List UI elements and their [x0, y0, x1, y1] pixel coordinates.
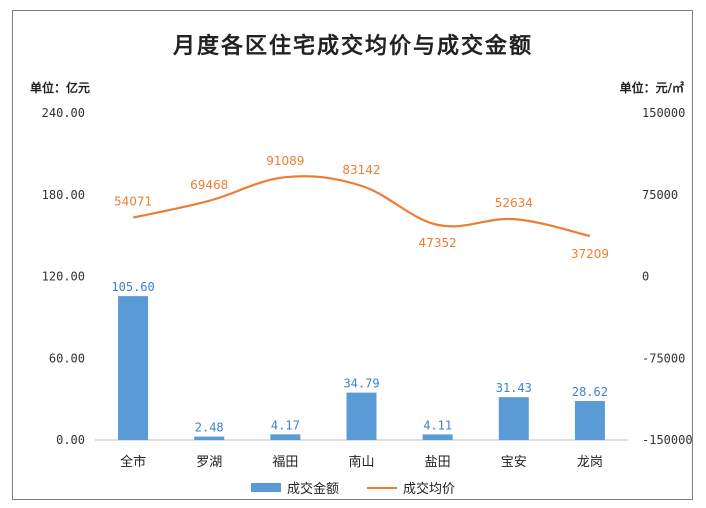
y-right-tick-label: -75000 [642, 351, 685, 365]
bar-value-label: 105.60 [111, 280, 154, 294]
bar-value-label: 31.43 [496, 381, 532, 395]
left-axis-unit: 单位：亿元 [30, 81, 91, 95]
x-category-label: 罗湖 [196, 455, 222, 470]
legend: 成交金额 成交均价 [0, 478, 706, 497]
legend-label-amount: 成交金额 [286, 482, 339, 497]
bar-amount [422, 434, 453, 440]
bar-value-label: 4.17 [271, 418, 300, 432]
bar-amount [346, 392, 377, 440]
legend-line-swatch [367, 486, 397, 489]
y-right-tick-label: 75000 [642, 188, 678, 202]
bar-value-label: 2.48 [195, 421, 224, 435]
x-category-label: 福田 [272, 455, 298, 470]
line-value-label: 37209 [571, 247, 609, 261]
bar-amount [118, 296, 149, 440]
bar-amount [194, 436, 225, 440]
y-left-tick-label: 240.00 [42, 106, 85, 120]
x-category-label: 盐田 [425, 455, 451, 470]
legend-label-price: 成交均价 [403, 482, 456, 497]
legend-item-price: 成交均价 [367, 478, 455, 497]
y-right-tick-label: 150000 [642, 106, 685, 120]
y-left-tick-label: 60.00 [49, 351, 85, 365]
y-right-tick-label: -150000 [642, 433, 693, 447]
line-value-label: 91089 [266, 154, 304, 168]
x-category-label: 全市 [120, 454, 146, 470]
bar-amount [270, 434, 301, 440]
bar-value-label: 28.62 [572, 385, 608, 399]
x-category-label: 南山 [348, 454, 374, 470]
bar-value-label: 34.79 [343, 377, 379, 391]
bar-value-label: 4.11 [423, 418, 452, 432]
bar-amount [574, 401, 605, 440]
y-right-tick-label: 0 [642, 270, 649, 284]
line-value-label: 69468 [190, 178, 228, 192]
y-left-tick-label: 180.00 [42, 188, 85, 202]
bar-amount [498, 397, 529, 440]
legend-bar-swatch [250, 483, 281, 492]
line-value-label: 54071 [114, 195, 152, 209]
series-line-price [132, 175, 591, 238]
line-value-label: 47352 [419, 236, 457, 250]
y-left-tick-label: 120.00 [42, 270, 85, 284]
legend-item-amount: 成交金额 [250, 478, 339, 497]
x-category-label: 龙岗 [577, 455, 603, 470]
line-value-label: 52634 [495, 196, 533, 210]
line-value-label: 83142 [342, 163, 380, 177]
chart-title: 月度各区住宅成交均价与成交金额 [172, 33, 533, 59]
y-left-tick-label: 0.00 [56, 433, 85, 447]
right-axis-unit: 单位：元/㎡ [619, 81, 684, 95]
x-category-label: 宝安 [501, 455, 527, 470]
